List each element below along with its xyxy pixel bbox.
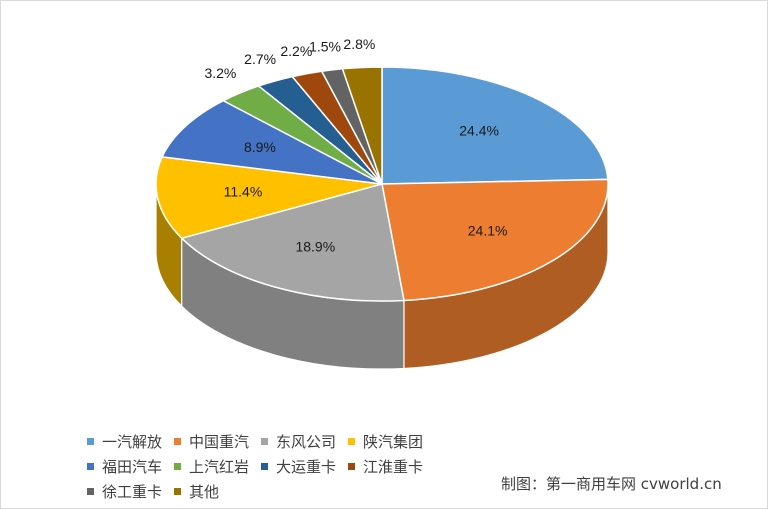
slice-value-label: 2.7% bbox=[244, 51, 276, 67]
slice-value-label: 2.2% bbox=[280, 43, 312, 59]
legend: 一汽解放 中国重汽 东风公司 陕汽集团 福田汽车 上汽红岩 bbox=[87, 429, 507, 504]
pie-slice bbox=[180, 183, 405, 302]
slice-value-label: 24.1% bbox=[468, 222, 508, 238]
legend-swatch bbox=[87, 463, 94, 470]
slice-value-label: 2.8% bbox=[343, 36, 375, 52]
slice-value-label: 11.4% bbox=[224, 184, 263, 200]
legend-item-futian: 福田汽车 bbox=[87, 456, 162, 477]
pie-slice bbox=[381, 178, 609, 302]
legend-item-shanqi: 陕汽集团 bbox=[348, 431, 423, 452]
legend-row: 福田汽车 上汽红岩 大运重卡 江淮重卡 bbox=[87, 454, 507, 479]
slice-value-label: 3.2% bbox=[204, 65, 236, 81]
legend-swatch bbox=[348, 463, 356, 470]
legend-item-xugong: 徐工重卡 bbox=[87, 481, 162, 502]
legend-swatch bbox=[174, 463, 182, 470]
legend-swatch bbox=[174, 438, 182, 445]
slice-value-label: 1.5% bbox=[309, 39, 341, 55]
legend-label: 福田汽车 bbox=[102, 458, 163, 476]
legend-item-yiqi-jiefang: 一汽解放 bbox=[87, 431, 162, 452]
slice-value-label: 8.9% bbox=[244, 139, 276, 155]
legend-label: 大运重卡 bbox=[276, 458, 337, 476]
legend-row: 徐工重卡 其他 bbox=[87, 479, 507, 504]
legend-swatch bbox=[174, 488, 182, 495]
pie-slice bbox=[381, 66, 609, 185]
legend-label: 其他 bbox=[189, 483, 220, 501]
pie-slice bbox=[341, 66, 383, 185]
legend-item-zhongguo-zhongqi: 中国重汽 bbox=[174, 431, 249, 452]
legend-swatch bbox=[87, 438, 94, 445]
legend-row: 一汽解放 中国重汽 东风公司 陕汽集团 bbox=[87, 429, 507, 454]
legend-label: 徐工重卡 bbox=[102, 483, 163, 501]
legend-swatch bbox=[261, 438, 269, 445]
legend-label: 中国重汽 bbox=[189, 433, 250, 451]
legend-label: 东风公司 bbox=[276, 433, 337, 451]
legend-swatch bbox=[261, 463, 269, 470]
slice-value-label: 18.9% bbox=[295, 239, 335, 255]
legend-label: 江淮重卡 bbox=[363, 458, 424, 476]
legend-item-qita: 其他 bbox=[174, 481, 219, 502]
legend-label: 陕汽集团 bbox=[363, 433, 424, 451]
legend-item-jianghuai: 江淮重卡 bbox=[348, 456, 423, 477]
chart-credit: 制图：第一商用车网 cvworld.cn bbox=[501, 475, 722, 493]
legend-swatch bbox=[348, 438, 356, 445]
slice-value-label: 24.4% bbox=[459, 122, 499, 138]
legend-item-dongfeng: 东风公司 bbox=[261, 431, 336, 452]
legend-item-dayun: 大运重卡 bbox=[261, 456, 336, 477]
legend-swatch bbox=[87, 488, 94, 495]
legend-label: 上汽红岩 bbox=[189, 458, 250, 476]
legend-item-shangqi-hongyan: 上汽红岩 bbox=[174, 456, 249, 477]
legend-label: 一汽解放 bbox=[102, 433, 163, 451]
pie-slice bbox=[161, 99, 383, 185]
